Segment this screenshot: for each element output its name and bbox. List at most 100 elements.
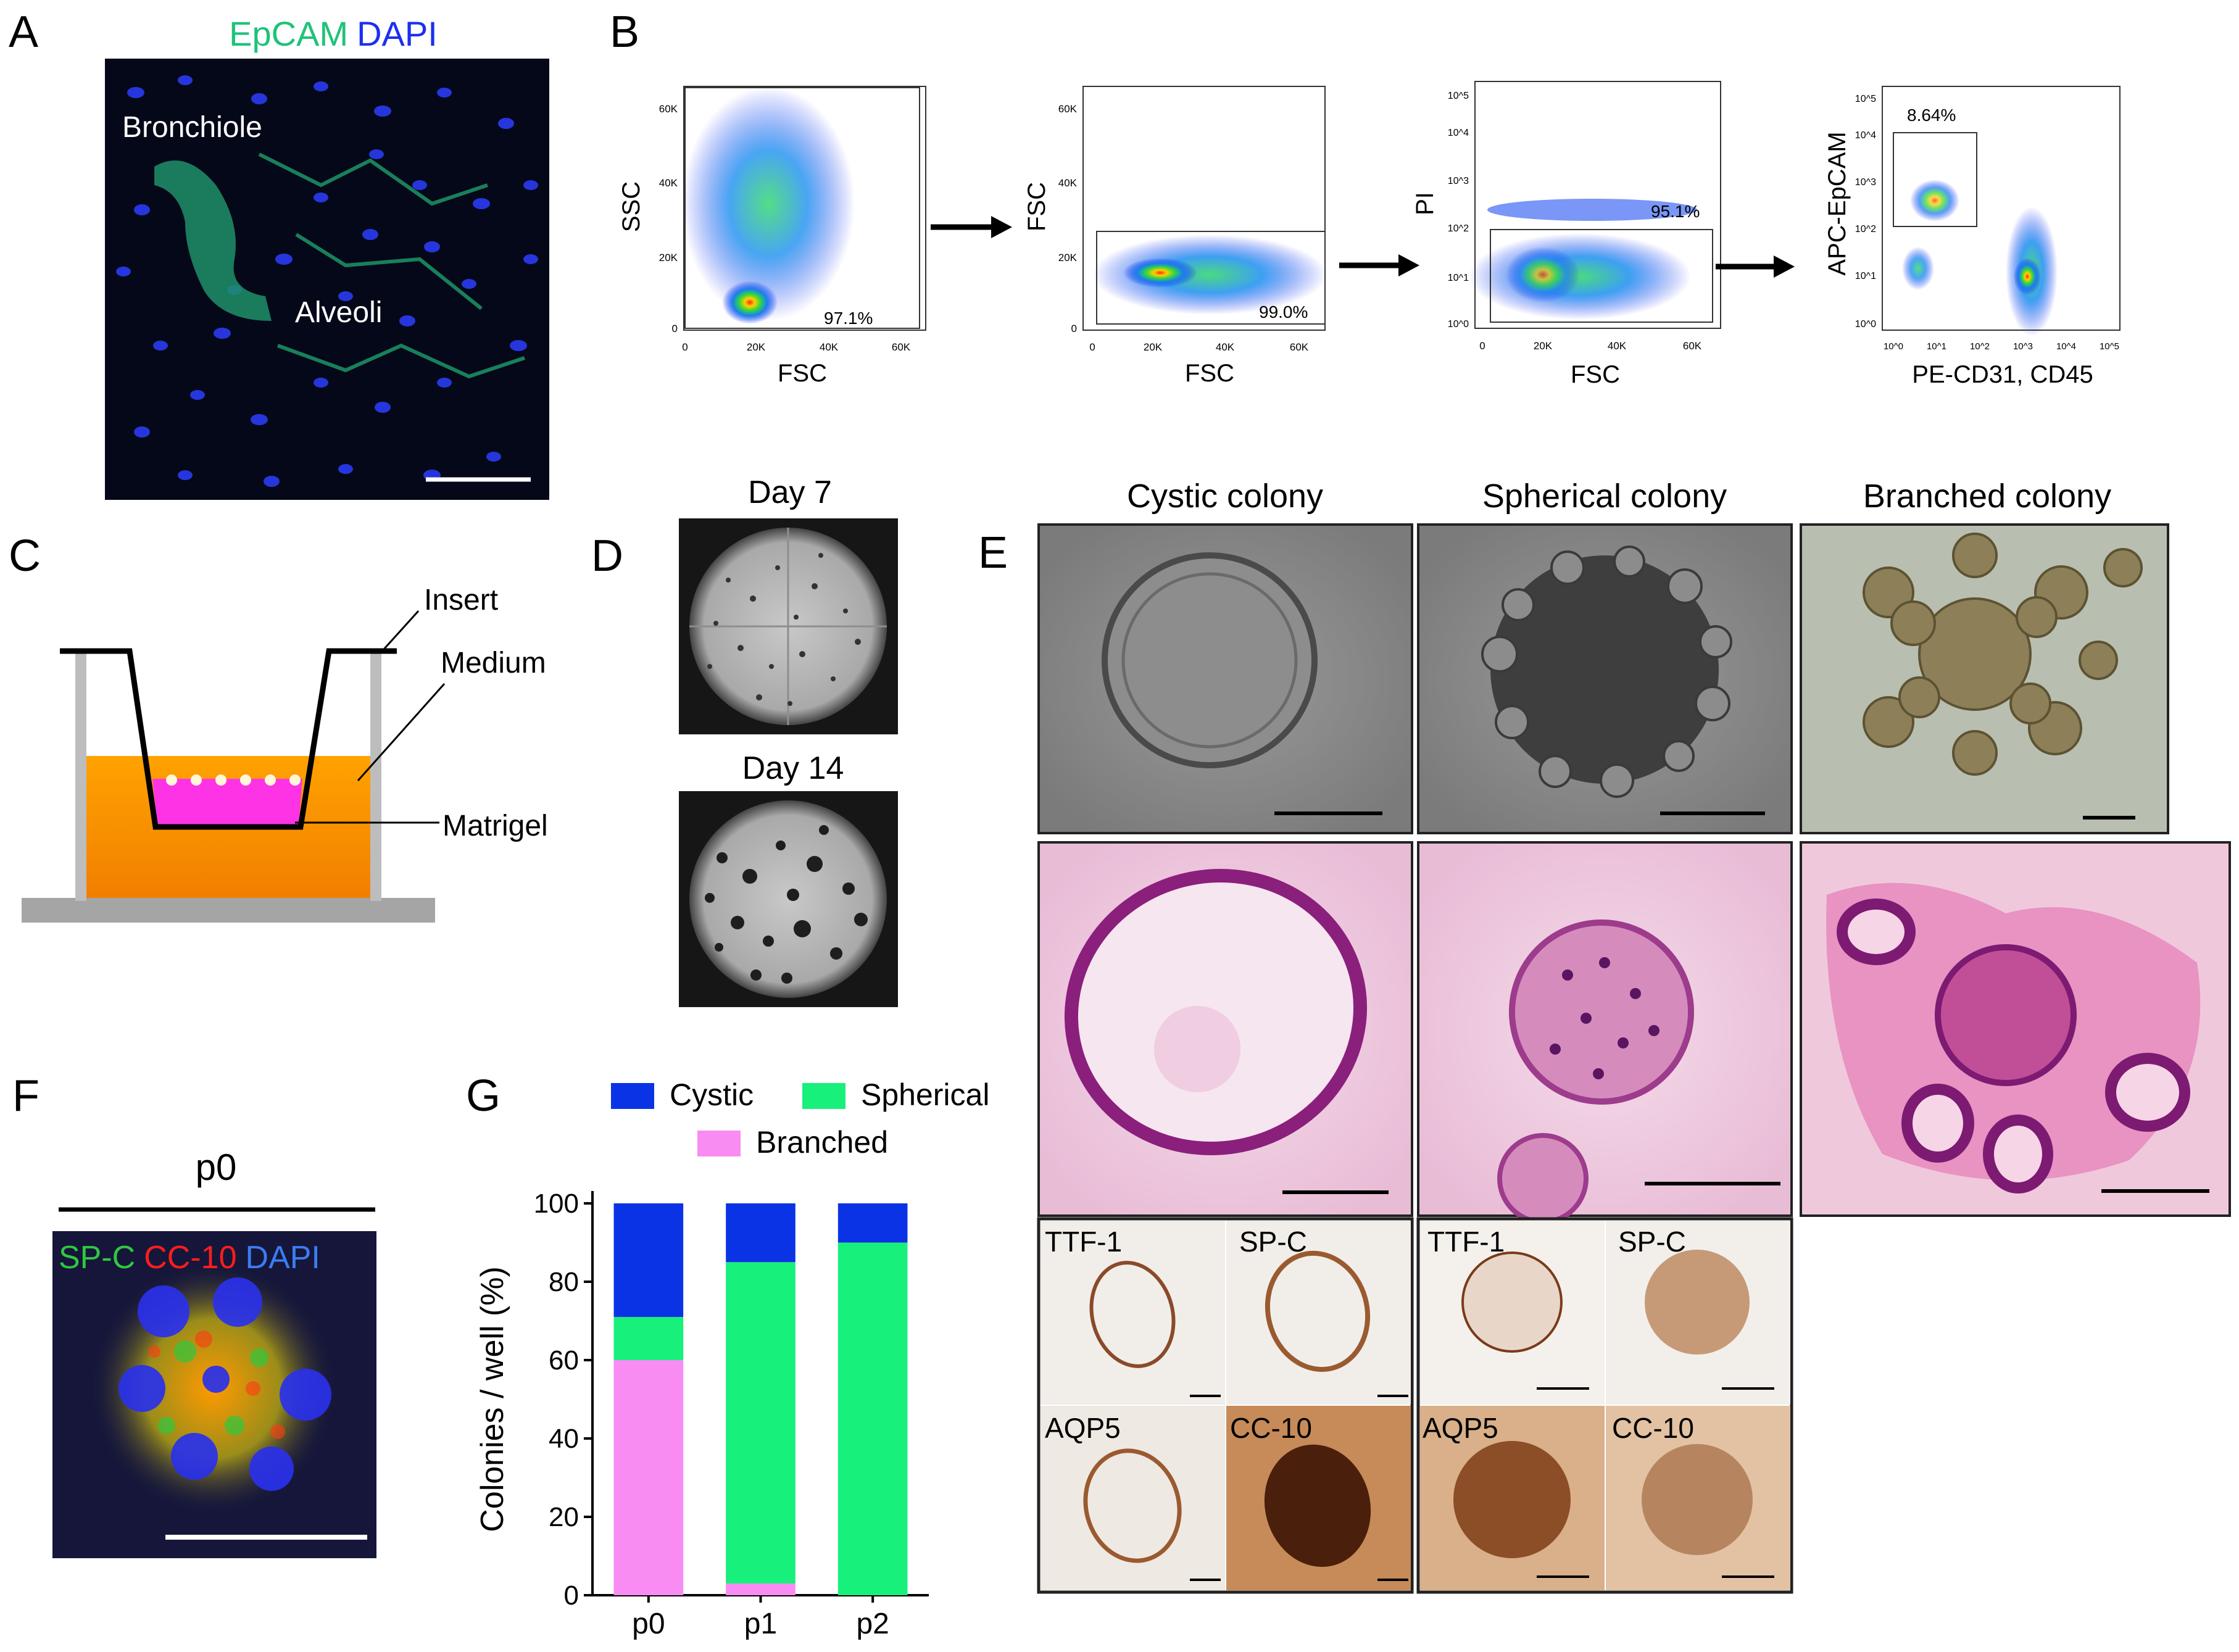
- xtick: 60K: [892, 341, 911, 353]
- legend-label-spherical: Spherical: [861, 1077, 989, 1112]
- xtick: 0: [682, 341, 687, 353]
- fluorescence-micrograph: [105, 59, 549, 500]
- panel-letter-c: C: [9, 531, 41, 581]
- panel-a: A EpCAM DAPI Bronchiole Alveoli: [9, 7, 549, 500]
- ihc-grid-cystic: TTF-1 SP-C AQP5 CC-10: [1037, 1217, 1414, 1594]
- gate-percent: 95.1%: [1651, 202, 1700, 221]
- flow-plot-4: 8.64% 10^5 10^4 10^3 10^2 10^1 10^0 10^0…: [1824, 86, 2121, 388]
- legend-swatch-cystic: [611, 1083, 654, 1109]
- label-matrigel: Matrigel: [442, 810, 548, 842]
- cystic-colony-inner: [1121, 572, 1298, 749]
- inner-body: [1154, 1006, 1240, 1092]
- gate-percent: 97.1%: [824, 309, 873, 328]
- gate-box: [1893, 132, 1977, 227]
- arrow-icon: [931, 216, 1012, 238]
- y-tick-label: 100: [534, 1189, 579, 1219]
- legend-label-cystic: Cystic: [670, 1077, 754, 1112]
- bar-segment-spherical: [726, 1262, 795, 1584]
- x-axis-label: FSC: [778, 360, 827, 387]
- ihc-label-aqp5: AQP5: [1045, 1412, 1121, 1444]
- label-alveoli: Alveoli: [295, 296, 382, 329]
- well-day14: [689, 800, 887, 998]
- bronchiole-epithelium: [154, 160, 272, 321]
- spherical-section-lower: [1497, 1133, 1589, 1224]
- label-bronchiole: Bronchiole: [122, 111, 262, 144]
- xtick: 10^2: [1970, 341, 1990, 352]
- density-hotspot: [1506, 247, 1580, 302]
- gate-box: [1490, 229, 1713, 323]
- ihc-label-spc: SP-C: [1239, 1226, 1307, 1258]
- stain-dapi-label: DAPI: [357, 14, 438, 53]
- label-day7: Day 7: [748, 475, 832, 510]
- bar-segment-spherical: [837, 1242, 908, 1595]
- well-wall-right: [370, 651, 381, 901]
- cystic-colony: [1102, 552, 1318, 768]
- bar-segment-branched: [726, 1583, 795, 1595]
- ihc-label-spc: SP-C: [1618, 1226, 1686, 1258]
- xtick: 10^3: [2013, 341, 2033, 352]
- insert-outline: [60, 648, 397, 830]
- panel-letter-d: D: [591, 531, 623, 581]
- x-tick-label: p2: [856, 1608, 889, 1640]
- column-title-cystic: Cystic colony: [1127, 478, 1323, 515]
- ihc-label-aqp5: AQP5: [1423, 1412, 1498, 1444]
- alveolar-network: [258, 152, 525, 379]
- panel-d: D Day 7 Day 14: [591, 475, 898, 1007]
- ihc-stain: [1453, 1441, 1571, 1558]
- ytick: 10^3: [1448, 176, 1469, 186]
- flow-plot-1: 97.1% 60K 40K 20K 0 0 20K 40K 60K FSC SS…: [618, 86, 926, 387]
- xtick: 40K: [820, 341, 839, 353]
- ihc-grid-spherical: TTF-1 SP-C AQP5 CC-10: [1416, 1217, 1793, 1594]
- xtick: 20K: [1534, 340, 1553, 352]
- ytick: 10^3: [1855, 177, 1876, 188]
- panel-c: C Insert Medium Matrigel: [9, 531, 548, 923]
- panel-a-stain-title: EpCAM DAPI: [229, 14, 438, 53]
- insert-leader: [383, 610, 420, 650]
- branched-colony: [1863, 533, 2143, 776]
- double-negative-population: [1902, 247, 1934, 290]
- y-axis-label: SSC: [618, 181, 645, 232]
- bar-segment-branched: [613, 1360, 684, 1595]
- he-spherical: [1417, 841, 1793, 1217]
- spherical-colony-edge: [1481, 546, 1732, 798]
- stain-dapi-label: DAPI: [246, 1240, 320, 1276]
- legend-label-branched: Branched: [756, 1125, 888, 1160]
- ytick: 10^0: [1448, 319, 1469, 330]
- ytick: 0: [672, 323, 678, 334]
- branched-section-core: [1935, 944, 2077, 1086]
- xtick: 20K: [1144, 341, 1163, 353]
- bar-segment-cystic: [837, 1203, 908, 1243]
- x-tick-label: p1: [744, 1608, 777, 1640]
- xtick: 10^5: [2100, 341, 2119, 352]
- bar-segment-spherical: [613, 1317, 684, 1360]
- label-insert: Insert: [424, 584, 498, 616]
- dapi-nuclei: [118, 1277, 331, 1491]
- ihc-label-ttf1: TTF-1: [1427, 1226, 1505, 1258]
- density-cloud: [1092, 235, 1327, 315]
- ytick: 20K: [1058, 252, 1078, 264]
- y-tick-label: 0: [564, 1580, 579, 1611]
- xtick: 10^4: [2056, 341, 2076, 352]
- panel-b: B 97.1% 60K 40K 20K 0 0 20K 40K 60K FSC …: [610, 7, 2121, 388]
- ytick: 10^0: [1855, 319, 1876, 330]
- cc10-signal: [148, 1330, 285, 1439]
- ytick: 10^1: [1855, 271, 1876, 281]
- ihc-stain: [1645, 1250, 1750, 1355]
- ytick: 40K: [659, 177, 678, 189]
- bar-segment-cystic: [613, 1203, 684, 1318]
- gate-percent: 8.64%: [1907, 106, 1956, 125]
- panel-e: E Cystic colony Spherical colony Branche…: [978, 478, 2231, 1594]
- gate-box: [1096, 231, 1326, 325]
- ihc-stain: [1642, 1444, 1753, 1555]
- xtick: 0: [1089, 341, 1095, 353]
- panel-letter-g: G: [466, 1071, 501, 1121]
- ytick: 10^5: [1448, 91, 1469, 101]
- y-tick-label: 40: [549, 1424, 579, 1454]
- stain-spc-label: SP-C: [59, 1240, 135, 1276]
- ytick: 20K: [659, 252, 678, 264]
- gate-percent: 99.0%: [1259, 302, 1308, 322]
- ytick: 60K: [659, 103, 678, 115]
- ytick: 10^5: [1855, 94, 1876, 104]
- ytick: 60K: [1058, 103, 1078, 115]
- xtick: 40K: [1608, 340, 1627, 352]
